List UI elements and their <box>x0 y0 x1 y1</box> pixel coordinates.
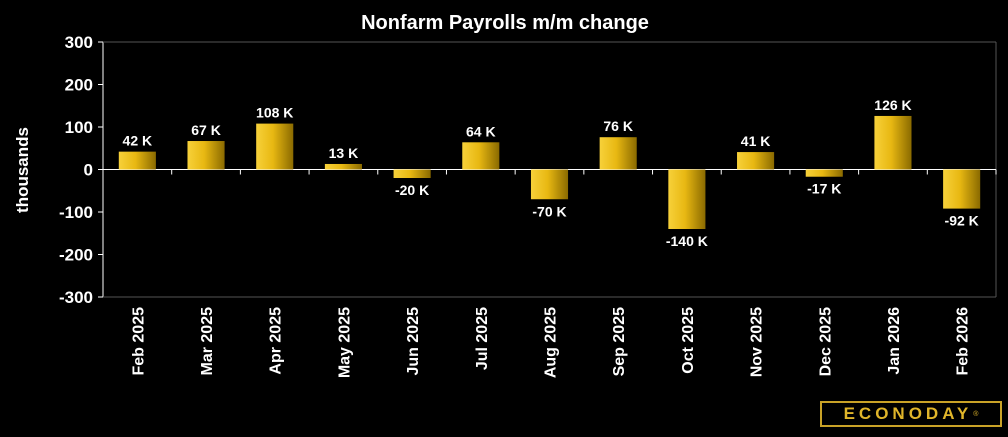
data-label: 76 K <box>603 118 633 134</box>
x-tick-label: Mar 2025 <box>199 307 216 376</box>
x-tick-label: Oct 2025 <box>680 307 697 374</box>
bar <box>324 163 362 170</box>
x-tick-label: Jun 2025 <box>405 307 422 376</box>
plot-area: 300 200 100 0 -100 -200 -300 42 K Feb 2025 67 K Ma… <box>59 33 997 378</box>
bar <box>530 169 569 200</box>
bar <box>737 152 775 170</box>
x-tick-label: Dec 2025 <box>817 307 834 376</box>
x-tick-label: Aug 2025 <box>543 307 560 378</box>
y-tick-label: -200 <box>59 246 93 265</box>
bar <box>462 142 500 170</box>
data-label: -17 K <box>807 181 841 197</box>
y-tick-label: 100 <box>65 118 93 137</box>
bar <box>599 137 637 170</box>
data-label: 67 K <box>191 122 221 138</box>
econoday-logo: ECONODAY ® <box>820 401 1002 427</box>
data-label: 13 K <box>329 145 359 161</box>
chart-title: Nonfarm Payrolls m/m change <box>361 12 649 34</box>
bar <box>118 151 156 170</box>
x-tick-label: Sep 2025 <box>611 307 628 376</box>
data-label: 108 K <box>256 105 293 121</box>
bar <box>668 169 706 229</box>
y-tick-label: 200 <box>65 76 93 95</box>
y-tick-label: -300 <box>59 288 93 307</box>
bar <box>943 169 981 209</box>
registered-mark: ® <box>973 410 979 418</box>
data-label: 126 K <box>874 97 911 113</box>
x-tick-label: Nov 2025 <box>749 307 766 377</box>
y-tick-label: 0 <box>84 161 93 180</box>
data-label: -70 K <box>532 203 566 219</box>
bar <box>187 141 225 170</box>
x-tick-label: Apr 2025 <box>268 307 285 375</box>
y-tick-label: 300 <box>65 33 93 52</box>
logo-text: ECONODAY <box>843 404 973 423</box>
data-label: -140 K <box>666 233 708 249</box>
x-tick-label: Feb 2025 <box>130 307 147 376</box>
y-axis-label: thousands <box>13 127 32 213</box>
bar <box>393 169 431 178</box>
y-tick-label: -100 <box>59 203 93 222</box>
x-tick-label: May 2025 <box>336 307 353 378</box>
bar <box>805 169 843 177</box>
data-label: 42 K <box>123 133 153 149</box>
x-tick-label: Jul 2025 <box>474 307 491 370</box>
data-label: -20 K <box>395 182 429 198</box>
x-tick-label: Feb 2026 <box>955 307 972 376</box>
data-label: -92 K <box>945 213 979 229</box>
x-tick-label: Jan 2026 <box>886 307 903 375</box>
data-label: 41 K <box>741 133 771 149</box>
data-label: 64 K <box>466 123 496 139</box>
bar <box>256 123 294 170</box>
bar <box>874 115 912 170</box>
